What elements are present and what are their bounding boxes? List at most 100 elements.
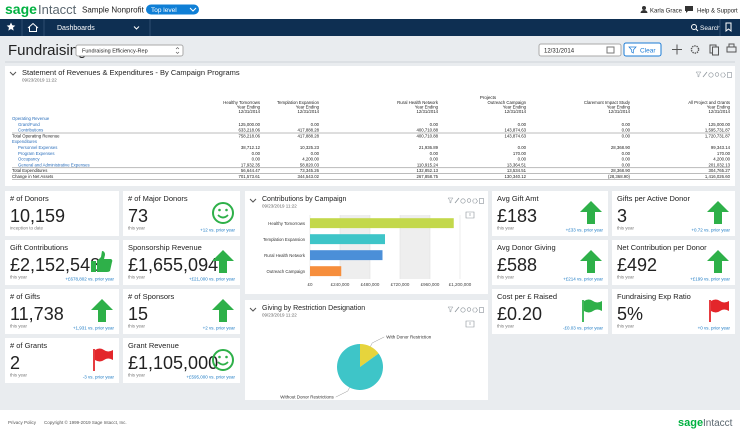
search-link[interactable]: Search <box>700 25 721 32</box>
column-group: Projects <box>480 95 497 100</box>
date-input[interactable] <box>538 43 622 57</box>
help-icon <box>685 6 693 13</box>
kpi-title: # of Donors <box>10 194 49 203</box>
kpi-title: Net Contribution per Donor <box>617 243 707 252</box>
user-name[interactable]: Karla Grace <box>650 9 683 15</box>
row-label: Occupancy <box>18 157 40 162</box>
kpi-value: £2,152,548 <box>10 255 100 275</box>
cell: 267,858.75 <box>416 174 438 179</box>
kpi-value: £1,655,094 <box>128 255 218 275</box>
slice-label: Without Donor Restrictions <box>280 395 334 400</box>
cell: 58,820.03 <box>300 162 320 167</box>
column-header: Claremont Impact Study <box>584 100 631 105</box>
privacy-link[interactable]: Privacy Policy <box>8 420 37 425</box>
kpi-title: # of Grants <box>10 341 47 350</box>
settings-tool[interactable] <box>720 72 726 78</box>
add-icon[interactable] <box>672 44 682 55</box>
row-label: Program Expenses <box>18 151 55 156</box>
kpi-card[interactable] <box>5 191 119 236</box>
collapse-icon[interactable] <box>249 307 257 312</box>
kpi-card[interactable] <box>123 338 240 383</box>
delete-tool[interactable] <box>479 307 484 313</box>
edit-tool[interactable] <box>454 197 460 204</box>
settings-tool[interactable] <box>472 198 478 204</box>
caret <box>189 7 197 12</box>
leader-line <box>335 387 350 398</box>
footer-logo: Intacct <box>703 418 733 429</box>
favorites-icon[interactable] <box>6 22 16 31</box>
report-timestamp: 09/23/2019 11:22 <box>22 78 57 83</box>
view-select[interactable] <box>75 44 184 57</box>
calendar-icon <box>606 46 615 54</box>
kpi-title: # of Sponsors <box>128 292 175 301</box>
nav-bar <box>0 19 740 36</box>
kpi-period: this year <box>617 324 635 329</box>
cell: 0.00 <box>430 122 439 127</box>
trend-up-icon <box>580 201 602 224</box>
settings-tool[interactable] <box>472 307 478 313</box>
kpi-value: 15 <box>128 304 148 324</box>
cell: 758,218.06 <box>238 133 260 138</box>
delete-tool[interactable] <box>479 198 484 204</box>
home-icon[interactable] <box>27 22 39 32</box>
bar <box>310 266 342 277</box>
refresh-tool[interactable] <box>460 307 466 313</box>
row-label: Contributions <box>18 128 43 133</box>
refresh-tool[interactable] <box>460 198 466 204</box>
cell: 13,534.51 <box>507 168 527 173</box>
refresh-tool[interactable] <box>708 72 714 78</box>
cell: 4,200.00 <box>713 157 730 162</box>
delete-tool[interactable] <box>727 72 732 78</box>
cell: 0.00 <box>622 133 631 138</box>
kpi-title: # of Major Donors <box>128 194 188 203</box>
kpi-change: +0 vs. prior year <box>698 326 731 331</box>
search-icon <box>695 28 699 32</box>
edit-tool[interactable] <box>702 71 708 78</box>
view-select-label: Fundraising Efficiency-Rep <box>82 49 148 55</box>
x-tick-label: £720,000 <box>391 282 410 287</box>
bookmark-icon[interactable] <box>725 22 732 33</box>
user-icon <box>642 6 646 10</box>
entity-button[interactable] <box>146 4 199 15</box>
report-panel <box>5 66 735 186</box>
kpi-period: this year <box>128 324 146 329</box>
filter-tool[interactable] <box>447 197 454 204</box>
collapse-icon[interactable] <box>9 71 17 76</box>
user-icon <box>640 10 648 13</box>
help-link[interactable]: Help & Support <box>697 9 738 15</box>
select-arrows <box>175 47 180 54</box>
kpi-value: 3 <box>617 206 627 226</box>
column-header: Rural Health Network <box>397 100 439 105</box>
zoom-tool[interactable] <box>714 72 720 77</box>
x-tick-label: £1,200,000 <box>449 282 472 287</box>
y-tick-label: Healthy Tomorrows <box>268 221 305 226</box>
smile-icon <box>217 361 229 366</box>
download-icon[interactable] <box>465 211 475 219</box>
settings-icon[interactable] <box>690 45 700 54</box>
filter-tool[interactable] <box>447 306 454 313</box>
kpi-title: Fundraising Exp Ratio <box>617 292 691 301</box>
row-label: Personnel Expenses <box>18 145 57 150</box>
zoom-tool[interactable] <box>466 198 472 203</box>
cell: 0.00 <box>518 122 527 127</box>
kpi-card[interactable] <box>123 191 240 236</box>
column-header: Year Ending <box>607 105 631 110</box>
edit-tool[interactable] <box>454 306 460 313</box>
smile-icon <box>217 214 229 219</box>
kpi-title: Grant Revenue <box>128 341 179 350</box>
kpi-period: this year <box>617 226 635 231</box>
cell: 170.00 <box>513 151 527 156</box>
kpi-value: £183 <box>497 206 537 226</box>
filter-tool[interactable] <box>695 71 702 78</box>
kpi-value: £1,105,000 <box>128 353 218 373</box>
collapse-icon[interactable] <box>249 198 257 203</box>
kpi-change: +£21,000 vs. prior year <box>189 277 236 282</box>
cell: 0.00 <box>622 122 631 127</box>
kpi-title: Avg Gift Amt <box>497 194 539 203</box>
zoom-tool[interactable] <box>466 307 472 312</box>
flag-icon <box>711 299 729 313</box>
nav-menu[interactable]: Dashboards <box>57 25 95 32</box>
cell: 110,915.24 <box>417 162 439 167</box>
download-icon[interactable] <box>465 320 475 328</box>
